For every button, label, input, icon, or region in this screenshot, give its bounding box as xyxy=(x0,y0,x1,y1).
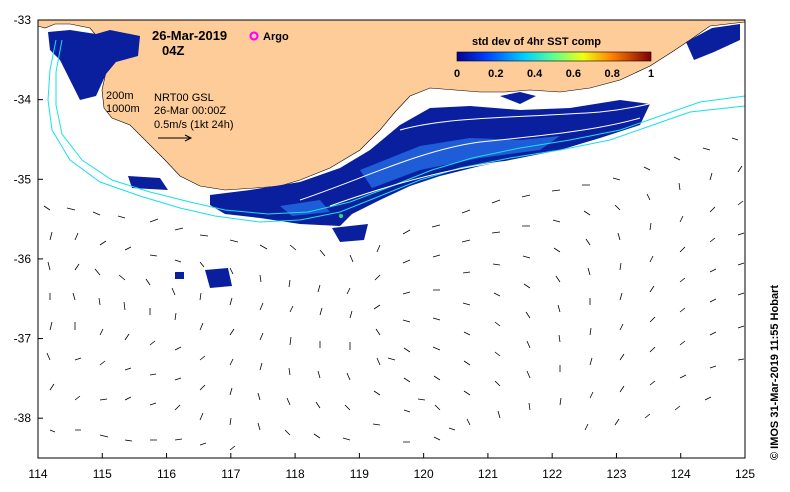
lon-tick-label: 119 xyxy=(350,467,369,481)
argo-legend-label: Argo xyxy=(263,31,289,43)
lon-tick-label: 117 xyxy=(221,467,240,481)
velocity-scale-arrow xyxy=(158,134,193,142)
current-vectors xyxy=(43,137,745,451)
isobath-contours xyxy=(47,39,745,223)
colorbar-tick-label: 0.8 xyxy=(605,68,620,80)
lon-tick-label: 116 xyxy=(157,467,176,481)
colorbar-gradient xyxy=(456,51,652,62)
lat-tick-label: -36 xyxy=(14,252,32,266)
lon-tick-label: 118 xyxy=(286,467,305,481)
time-label: 04Z xyxy=(162,43,184,58)
lat-tick-label: -37 xyxy=(14,332,32,346)
isobath-200m-label: 200m xyxy=(106,90,134,102)
lon-tick-label: 120 xyxy=(414,467,434,481)
lon-tick-label: 121 xyxy=(478,467,498,481)
lat-tick-label: -38 xyxy=(14,411,32,425)
source-time-label: 26-Mar 00:00Z xyxy=(154,105,226,117)
sst-green-spot xyxy=(339,214,343,218)
lat-tick-label: -35 xyxy=(14,172,32,186)
isobath-1000m-label: 1000m xyxy=(106,103,140,115)
colorbar-ticks: 0 0.2 0.4 0.6 0.8 1 xyxy=(454,68,654,80)
lon-tick-label: 123 xyxy=(606,467,626,481)
colorbar-tick-label: 0.2 xyxy=(488,68,503,80)
argo-legend-icon xyxy=(249,31,259,41)
lat-tick-label: -33 xyxy=(14,13,32,27)
colorbar-tick-label: 1 xyxy=(648,68,654,80)
date-label: 26-Mar-2019 xyxy=(152,28,227,43)
source-label: NRT00 GSL xyxy=(154,92,214,104)
lon-tick-label: 114 xyxy=(28,467,47,481)
lon-tick-label: 122 xyxy=(542,467,562,481)
ssh-contours xyxy=(299,79,721,207)
lon-axis: 114 115 116 117 118 119 120 121 122 123 124 125 xyxy=(28,453,755,481)
lon-tick-label: 125 xyxy=(735,467,755,481)
colorbar-tick-label: 0.6 xyxy=(566,68,581,80)
lon-tick-label: 115 xyxy=(93,467,112,481)
colorbar-tick-label: 0.4 xyxy=(527,68,543,80)
colorbar-title: std dev of 4hr SST comp xyxy=(472,36,601,48)
credit-label: © IMOS 31-Mar-2019 11:55 Hobart xyxy=(769,285,781,460)
lat-tick-label: -34 xyxy=(14,93,32,107)
velocity-scale-label: 0.5m/s (1kt 24h) xyxy=(154,119,233,131)
colorbar-tick-label: 0 xyxy=(454,68,460,80)
lon-tick-label: 124 xyxy=(671,467,691,481)
plot-frame xyxy=(37,19,746,459)
lat-axis: -33 -34 -35 -36 -37 -38 xyxy=(14,13,43,425)
